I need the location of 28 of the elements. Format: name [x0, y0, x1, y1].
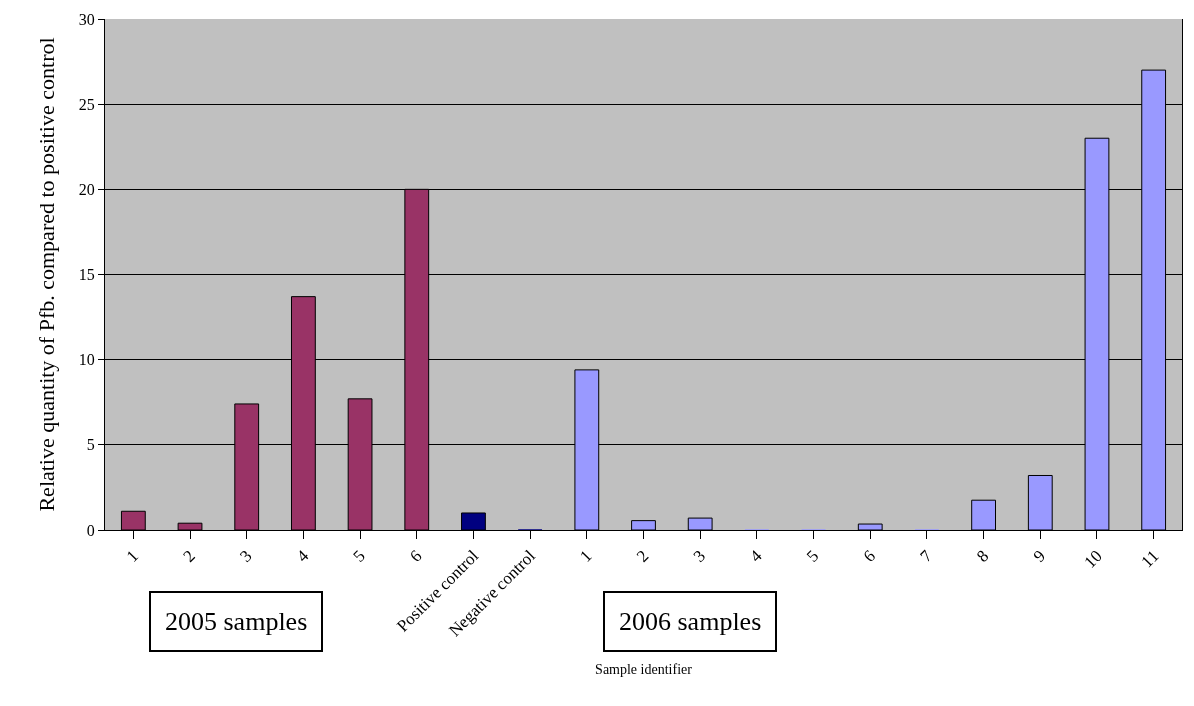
x-tick-label: 2	[632, 546, 653, 566]
x-tick-label: 7	[916, 545, 937, 566]
x-tick-label: 2	[179, 546, 199, 566]
x-tick-label: 11	[1137, 546, 1163, 572]
x-tick-label: 3	[236, 546, 256, 566]
x-tick-label: 4	[746, 545, 767, 566]
x-tick-label: 6	[859, 546, 880, 566]
y-axis-title: Relative quantity of Pfb. compared to positive control	[33, 37, 59, 512]
y-tick-label: 20	[78, 180, 95, 198]
x-tick-label: 4	[292, 545, 313, 566]
y-tick-label: 30	[78, 10, 95, 28]
x-tick-label: 5	[802, 546, 823, 566]
y-tick-label: 15	[78, 266, 95, 284]
x-tick-label: 3	[689, 546, 710, 566]
x-axis-title: Sample identifier	[595, 662, 693, 678]
x-tick-label: 1	[576, 546, 596, 566]
x-tick-label: 9	[1029, 546, 1050, 566]
x-tick-label: 5	[349, 546, 369, 566]
y-tick-label: 10	[78, 351, 95, 369]
text: 2006 samples	[619, 607, 762, 636]
y-tick-label: 5	[86, 436, 95, 454]
x-tick-label: 6	[406, 546, 426, 566]
y-tick-label: 0	[86, 521, 95, 539]
text: 2005 samples	[165, 607, 308, 636]
x-tick-label: 1	[122, 546, 143, 566]
x-tick-label: 10	[1080, 546, 1106, 572]
x-tick-label: 8	[973, 546, 993, 566]
y-tick-label: 25	[78, 95, 95, 113]
